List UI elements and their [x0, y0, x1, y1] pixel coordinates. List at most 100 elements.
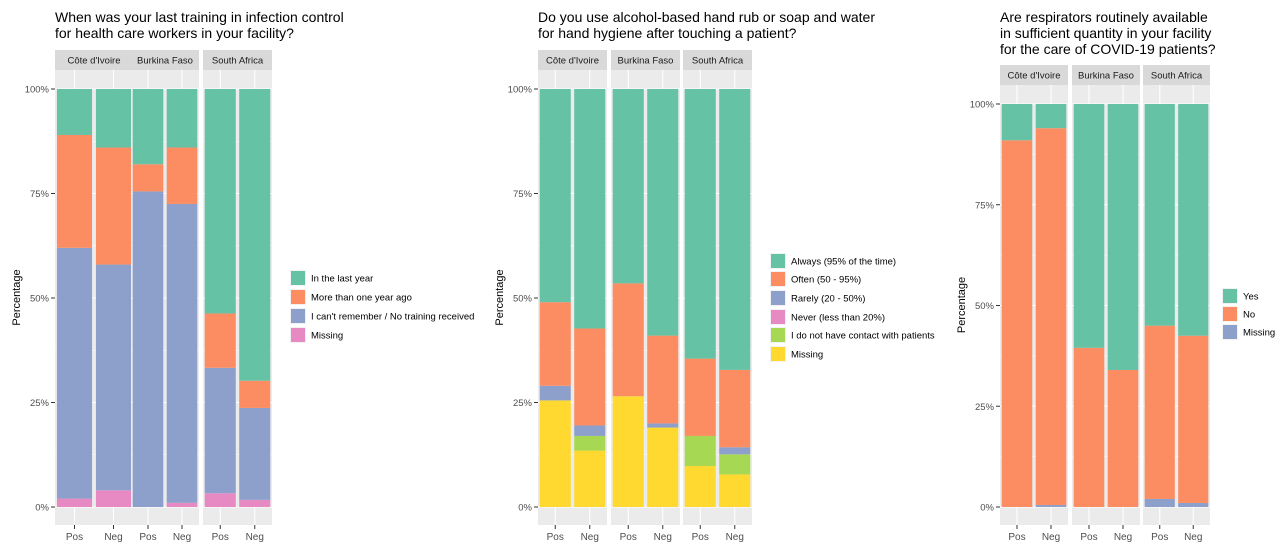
bar-segment — [95, 490, 132, 507]
x-tick-label: Pos — [547, 532, 564, 543]
legend-swatch — [771, 254, 785, 268]
facet-strip — [683, 50, 752, 70]
facet-strip — [131, 50, 199, 70]
bar-segment — [204, 313, 236, 368]
legend-swatch — [771, 347, 785, 361]
bar-segment — [239, 89, 271, 381]
y-tick-label: 50% — [513, 294, 533, 305]
facet-strip — [1000, 65, 1068, 85]
bar-segment — [166, 203, 198, 503]
bar-segment — [684, 435, 716, 467]
bar-segment — [1107, 104, 1139, 370]
facet-strip — [1143, 65, 1210, 85]
y-tick-label: 25% — [975, 402, 995, 413]
legend-item: Often (50 - 95%) — [770, 271, 861, 287]
bar-segment — [539, 385, 571, 401]
chart-title-line: Do you use alcohol-based hand rub or soa… — [538, 9, 875, 25]
chart-title-line: in sufficient quantity in your facility — [1000, 25, 1211, 41]
x-tick-label: Pos — [1151, 532, 1168, 543]
facet-3: South Africa Pos Neg — [203, 50, 272, 543]
bar-segment — [1178, 502, 1209, 507]
y-tick-label: 0% — [980, 503, 994, 514]
bar-segment — [1144, 325, 1175, 499]
bar-segment — [132, 89, 164, 165]
bar-segment — [239, 407, 271, 500]
facet-label: Burkina Faso — [618, 56, 674, 67]
facet-strip — [55, 50, 133, 70]
bar-segment — [684, 466, 716, 507]
legend: In the last year More than one year ago I … — [290, 270, 474, 343]
facet-label: South Africa — [692, 56, 744, 67]
x-tick-label: Neg — [173, 532, 191, 543]
legend-item: Missing — [1222, 324, 1275, 340]
facet-strip — [1072, 65, 1140, 85]
x-tick-label: Pos — [139, 532, 156, 543]
x-tick-label: Neg — [1042, 532, 1060, 543]
legend-item: Yes — [1222, 288, 1259, 304]
bar-segment — [647, 335, 679, 424]
legend-label: Missing — [311, 331, 343, 342]
y-tick-label: 25% — [30, 398, 50, 409]
bar-segment — [56, 498, 93, 507]
facet-2: Burkina Faso Pos Neg — [611, 50, 680, 543]
legend-label: Missing — [1243, 328, 1275, 339]
x-tick-label: Pos — [692, 532, 709, 543]
bar-segment — [56, 89, 93, 135]
legend-item: Never (less than 20%) — [770, 309, 885, 325]
bar-segment — [95, 264, 132, 491]
facet-label: Côte d'Ivoire — [1007, 71, 1060, 82]
facet-label: Burkina Faso — [1078, 71, 1134, 82]
legend-swatch — [291, 271, 305, 285]
x-tick-label: Neg — [1114, 532, 1132, 543]
chart-1: When was your last training in infection… — [11, 9, 474, 543]
facet-3: South Africa Pos Neg — [1143, 65, 1210, 543]
x-tick-label: Pos — [1008, 532, 1025, 543]
facet-label: South Africa — [212, 56, 264, 67]
legend-swatch — [771, 328, 785, 342]
y-tick-label: 0% — [518, 503, 532, 514]
legend-swatch — [291, 328, 305, 342]
bar-segment — [166, 502, 198, 507]
bar-segment — [95, 147, 132, 265]
legend-label: No — [1243, 310, 1255, 321]
x-tick-label: Pos — [1080, 532, 1097, 543]
legend-label: More than one year ago — [311, 293, 412, 304]
bar-segment — [1107, 369, 1139, 507]
facet-1: Côte d'Ivoire Pos Neg — [538, 50, 607, 543]
bar-segment — [574, 89, 606, 329]
bar-segment — [539, 302, 571, 386]
legend-label: Always (95% of the time) — [791, 257, 896, 268]
bar-segment — [56, 134, 93, 248]
y-axis-label: Percentage — [11, 269, 23, 325]
chart-title-line: for health care workers in your facility… — [55, 25, 294, 41]
y-tick-label: 75% — [513, 189, 533, 200]
bar-segment — [95, 89, 132, 148]
legend-swatch — [291, 309, 305, 323]
bar-segment — [647, 427, 679, 507]
y-tick-label: 100% — [970, 100, 995, 111]
bar-segment — [574, 425, 606, 436]
facet-3: South Africa Pos Neg — [683, 50, 752, 543]
facet-strip — [611, 50, 680, 70]
legend: Always (95% of the time) Often (50 - 95%)… — [770, 253, 935, 362]
legend-swatch — [771, 291, 785, 305]
y-tick-label: 0% — [35, 503, 49, 514]
facet-label: Burkina Faso — [137, 56, 193, 67]
bar-segment — [647, 89, 679, 336]
bar-segment — [684, 89, 716, 359]
legend-swatch — [771, 310, 785, 324]
y-axis-label: Percentage — [494, 269, 506, 325]
legend-item: In the last year — [290, 270, 373, 286]
facet-label: South Africa — [1151, 71, 1203, 82]
x-tick-label: Neg — [1184, 532, 1202, 543]
bar-segment — [1178, 104, 1209, 336]
chart-title-line: for hand hygiene after touching a patien… — [538, 25, 797, 41]
legend-label: In the last year — [311, 274, 373, 285]
bar-segment — [1073, 104, 1105, 348]
legend-swatch — [771, 272, 785, 286]
bar-segment — [1035, 128, 1067, 505]
chart-title-line: Are respirators routinely available — [1000, 9, 1208, 25]
x-tick-label: Neg — [104, 532, 122, 543]
